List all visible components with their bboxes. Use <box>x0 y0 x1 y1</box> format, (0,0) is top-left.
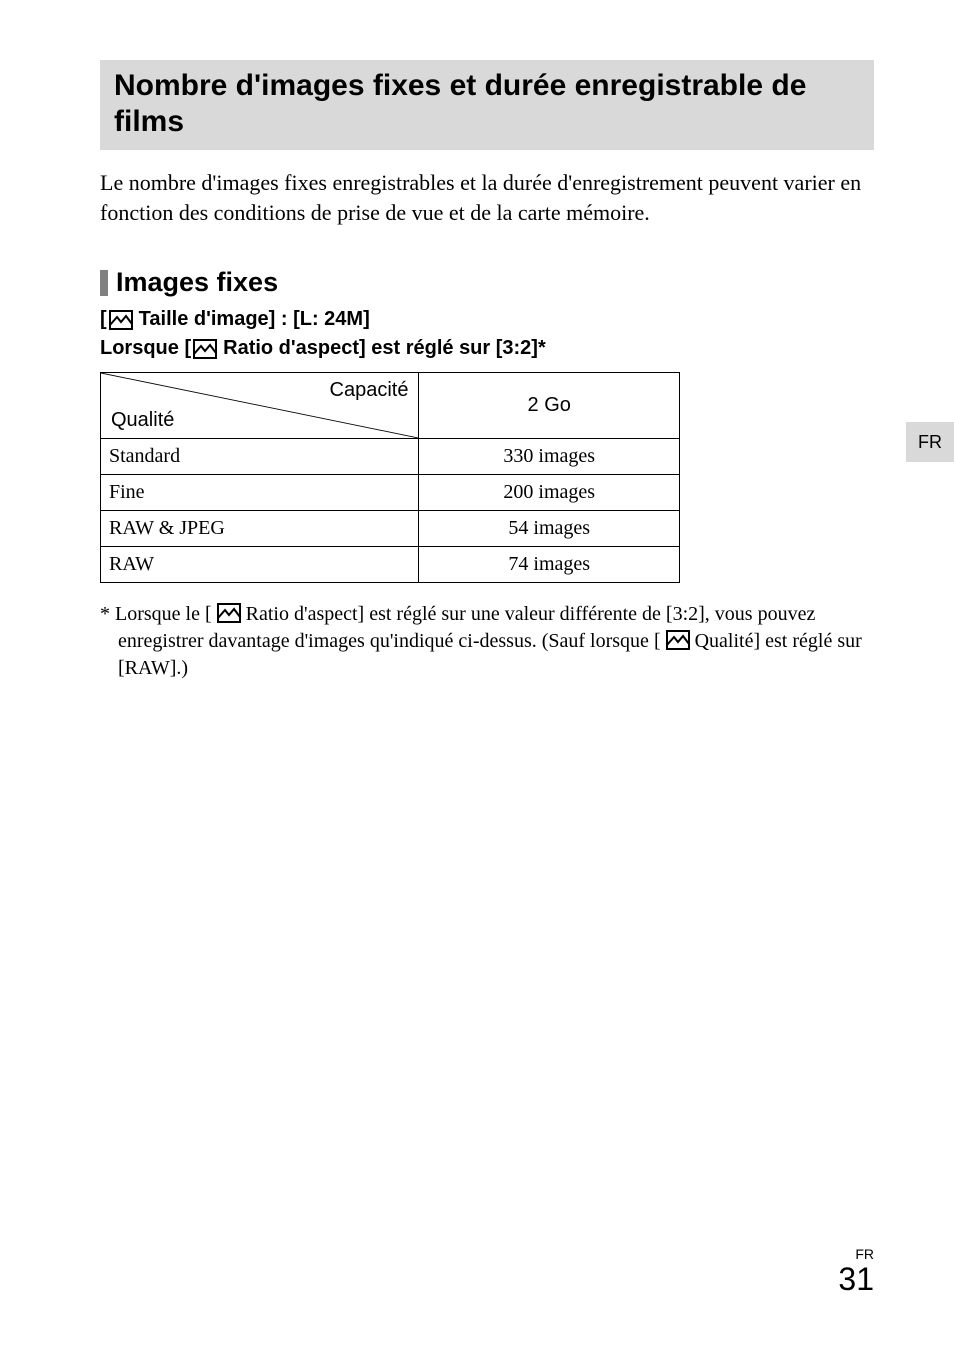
table-row: Standard 330 images <box>101 439 680 475</box>
camera-mode-icon <box>666 630 690 650</box>
row-value: 330 images <box>419 439 680 475</box>
row-label: Fine <box>101 475 419 511</box>
footnote-part-a: * Lorsque le [ <box>100 603 212 625</box>
page-title: Nombre d'images fixes et durée enregistr… <box>114 68 860 140</box>
header-quality-label: Qualité <box>111 409 174 432</box>
row-label: RAW & JPEG <box>101 511 419 547</box>
setting2-text: Ratio d'aspect] est réglé sur [3:2]* <box>223 337 546 360</box>
section-title: Images fixes <box>116 267 278 298</box>
section-header-row: Images fixes <box>100 267 874 298</box>
table-header-row: Capacité Qualité 2 Go <box>101 373 680 439</box>
page-number: 31 <box>838 1263 874 1295</box>
camera-mode-icon <box>193 339 217 359</box>
setting2-prefix: Lorsque [ <box>100 337 191 360</box>
column-header: 2 Go <box>419 373 680 439</box>
row-label: RAW <box>101 547 419 583</box>
row-label: Standard <box>101 439 419 475</box>
camera-mode-icon <box>109 310 133 330</box>
capacity-table: Capacité Qualité 2 Go Standard 330 image… <box>100 372 680 583</box>
row-value: 74 images <box>419 547 680 583</box>
setting-line-1: [ Taille d'image] : [L: 24M] <box>100 308 874 331</box>
section-bullet-icon <box>100 270 108 296</box>
page-number-block: FR 31 <box>838 1247 874 1295</box>
camera-mode-icon <box>217 603 241 623</box>
header-capacity-label: Capacité <box>330 379 409 402</box>
setting1-text: Taille d'image] : [L: 24M] <box>139 308 370 331</box>
table-corner-header: Capacité Qualité <box>101 373 419 439</box>
footnote: * Lorsque le [ Ratio d'aspect] est réglé… <box>100 601 874 682</box>
heading-bar: Nombre d'images fixes et durée enregistr… <box>100 60 874 150</box>
page: Nombre d'images fixes et durée enregistr… <box>0 0 954 1345</box>
table-row: Fine 200 images <box>101 475 680 511</box>
setting1-prefix: [ <box>100 308 107 331</box>
page-lang-label: FR <box>838 1247 874 1261</box>
row-value: 54 images <box>419 511 680 547</box>
intro-paragraph: Le nombre d'images fixes enregistrables … <box>100 168 874 227</box>
setting-line-2: Lorsque [ Ratio d'aspect] est réglé sur … <box>100 337 874 360</box>
table-row: RAW 74 images <box>101 547 680 583</box>
row-value: 200 images <box>419 475 680 511</box>
table-row: RAW & JPEG 54 images <box>101 511 680 547</box>
language-side-tab: FR <box>906 422 954 462</box>
